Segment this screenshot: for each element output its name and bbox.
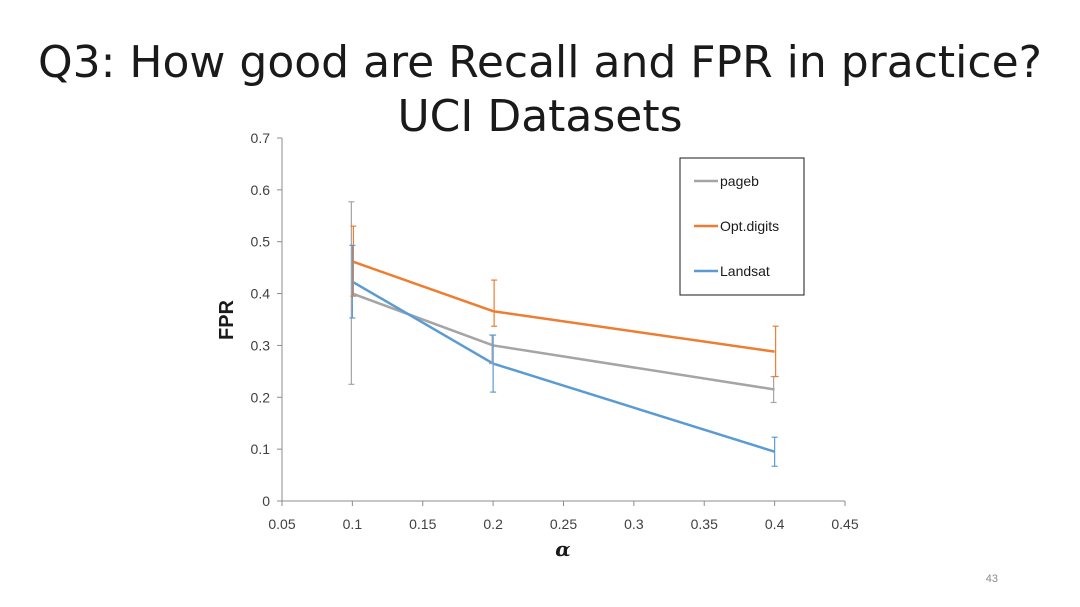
x-tick-label: 0.05 [268, 516, 295, 532]
x-tick-label: 0.1 [343, 516, 363, 532]
y-tick-label: 0.1 [251, 441, 271, 457]
x-tick-label: 0.45 [831, 516, 858, 532]
x-tick-label: 0.4 [765, 516, 785, 532]
y-axis-label: FPR [216, 299, 238, 340]
slide-title-line-2: UCI Datasets [397, 91, 683, 142]
legend-label: pageb [720, 173, 759, 189]
x-tick-label: 0.25 [550, 516, 577, 532]
y-tick-label: 0.7 [251, 130, 271, 146]
y-tick-label: 0.3 [251, 337, 271, 353]
y-tick-label: 0.2 [251, 389, 271, 405]
y-tick-label: 0.4 [251, 286, 271, 302]
x-tick-label: 0.2 [483, 516, 503, 532]
slide-title: Q3: How good are Recall and FPR in pract… [0, 36, 1080, 144]
y-tick-label: 0 [262, 493, 270, 509]
y-tick-label: 0.5 [251, 234, 271, 250]
legend-label: Opt.digits [720, 218, 779, 234]
series-line-landsat [351, 280, 775, 453]
slide-number: 43 [985, 573, 998, 585]
legend-label: Landsat [720, 263, 770, 279]
series-line-opt-digits [351, 260, 775, 353]
x-tick-label: 0.3 [624, 516, 644, 532]
x-tick-label: 0.15 [409, 516, 436, 532]
slide-title-line-1: Q3: How good are Recall and FPR in pract… [37, 37, 1043, 88]
x-axis-label: α [555, 537, 570, 561]
y-tick-label: 0.6 [251, 182, 271, 198]
x-tick-label: 0.35 [691, 516, 718, 532]
